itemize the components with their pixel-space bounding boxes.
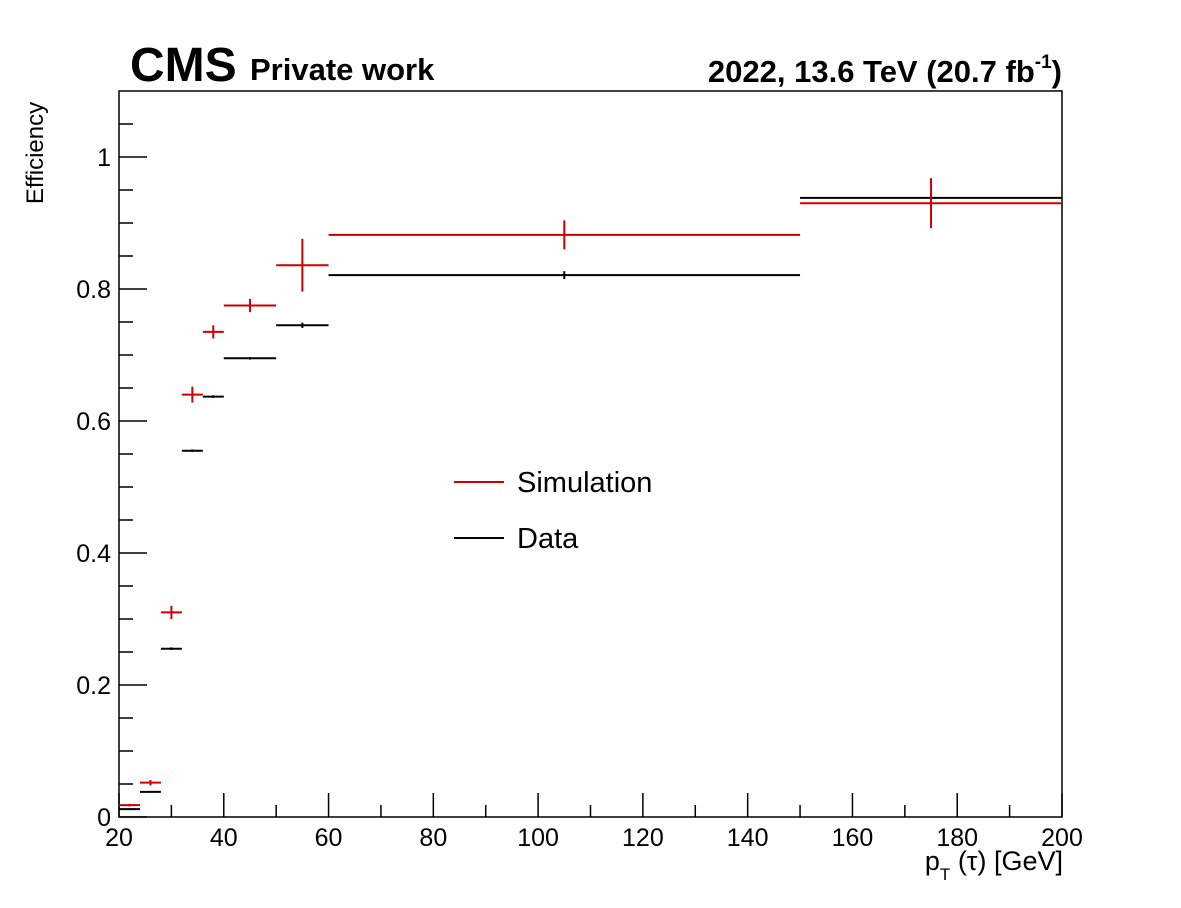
legend-label-data: Data <box>517 523 579 555</box>
data-point <box>160 605 182 619</box>
x-tick-label: 160 <box>832 824 874 852</box>
data-point <box>223 356 277 360</box>
data-point <box>181 386 203 403</box>
x-axis-label: pT (τ) [GeV] <box>925 846 1063 885</box>
x-tick-label: 140 <box>727 824 769 852</box>
y-tick-label: 0.4 <box>76 540 111 568</box>
legend-label-simulation: Simulation <box>517 467 652 499</box>
lumi-suffix: ) <box>1051 54 1062 89</box>
data-point <box>202 395 224 398</box>
data-point <box>139 790 161 793</box>
plot-frame <box>118 90 1063 818</box>
lumi-exponent: -1 <box>1034 52 1052 73</box>
y-tick-label: 0.8 <box>76 276 111 304</box>
lumi-prefix: 2022, 13.6 TeV (20.7 fb <box>707 54 1035 89</box>
plot-frame-group <box>118 90 1063 818</box>
x-tick-label: 200 <box>1041 824 1083 852</box>
x-tick-label: 100 <box>517 824 559 852</box>
x-axis-label-sub: T <box>939 865 951 884</box>
data-points-group <box>119 178 1062 811</box>
data-point <box>328 271 801 280</box>
legend: Simulation Data <box>454 467 652 555</box>
x-tick-label: 20 <box>105 824 133 852</box>
x-tick-label: 180 <box>936 824 978 852</box>
data-point <box>181 449 203 453</box>
axis-ticks-group: 20 40 60 80 100 120 140 160 180 200 0 0.2 0.4 0.6 0.8 1 <box>76 123 1083 852</box>
y-tick-label: 0.6 <box>76 408 111 436</box>
data-point <box>328 220 801 250</box>
data-point <box>276 238 329 292</box>
x-axis-label-main: p <box>924 846 940 876</box>
series-simulation <box>119 178 1062 807</box>
y-tick-label: 1 <box>97 144 111 172</box>
data-point <box>119 808 140 811</box>
y-tick-label: 0.2 <box>76 672 111 700</box>
experiment-label: CMS <box>130 39 237 92</box>
x-axis-label-rest: (τ) [GeV] <box>950 846 1063 876</box>
data-point <box>223 298 277 313</box>
series-data <box>119 195 1062 811</box>
extra-text-label: Private work <box>250 52 435 87</box>
data-point <box>202 325 224 339</box>
x-tick-label: 40 <box>210 824 238 852</box>
y-tick-label: 0 <box>97 804 111 832</box>
x-tick-label: 120 <box>622 824 664 852</box>
x-tick-label: 80 <box>419 824 447 852</box>
data-point <box>800 178 1062 229</box>
lumi-label: 2022, 13.6 TeV (20.7 fb-1) <box>708 52 1062 90</box>
data-point <box>276 322 329 328</box>
data-point <box>160 647 182 651</box>
data-point <box>139 780 161 786</box>
data-point <box>119 803 140 807</box>
x-tick-label: 60 <box>315 824 343 852</box>
